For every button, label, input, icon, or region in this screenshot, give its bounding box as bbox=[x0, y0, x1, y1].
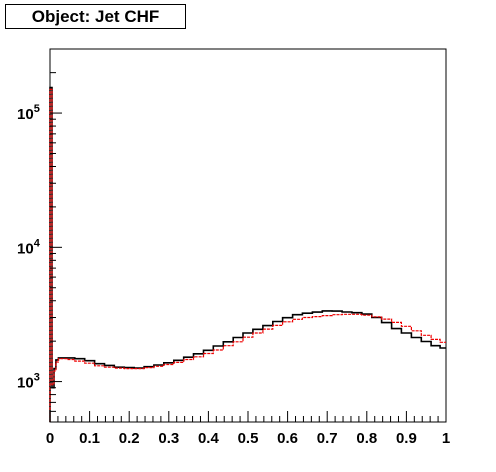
histogram-series-1 bbox=[49, 86, 446, 422]
x-tick-label: 1 bbox=[442, 430, 450, 447]
y-tick-label: 104 bbox=[17, 237, 41, 257]
x-tick-label: 0 bbox=[46, 430, 54, 447]
x-tick-label: 0.8 bbox=[356, 430, 377, 447]
x-tick-label: 0.1 bbox=[79, 430, 100, 447]
y-tick-label: 103 bbox=[17, 372, 40, 392]
histogram-series-2 bbox=[49, 88, 446, 422]
chart-title: Object: Jet CHF bbox=[5, 4, 186, 29]
x-tick-label: 0.4 bbox=[198, 430, 220, 447]
series-layer bbox=[49, 86, 446, 422]
x-tick-label: 0.5 bbox=[238, 430, 259, 447]
x-tick-label: 0.7 bbox=[317, 430, 338, 447]
x-tick-label: 0.9 bbox=[396, 430, 417, 447]
x-axis: 0 0.1 0.2 0.3 0.4 0.5 0.6 0.7 0.8 0.9 1 bbox=[46, 411, 450, 447]
x-tick-label: 0.6 bbox=[277, 430, 298, 447]
y-axis: 103 104 105 bbox=[17, 48, 62, 423]
y-tick-label: 105 bbox=[17, 103, 40, 123]
x-tick-label: 0.2 bbox=[119, 430, 140, 447]
x-tick-label: 0.3 bbox=[158, 430, 179, 447]
